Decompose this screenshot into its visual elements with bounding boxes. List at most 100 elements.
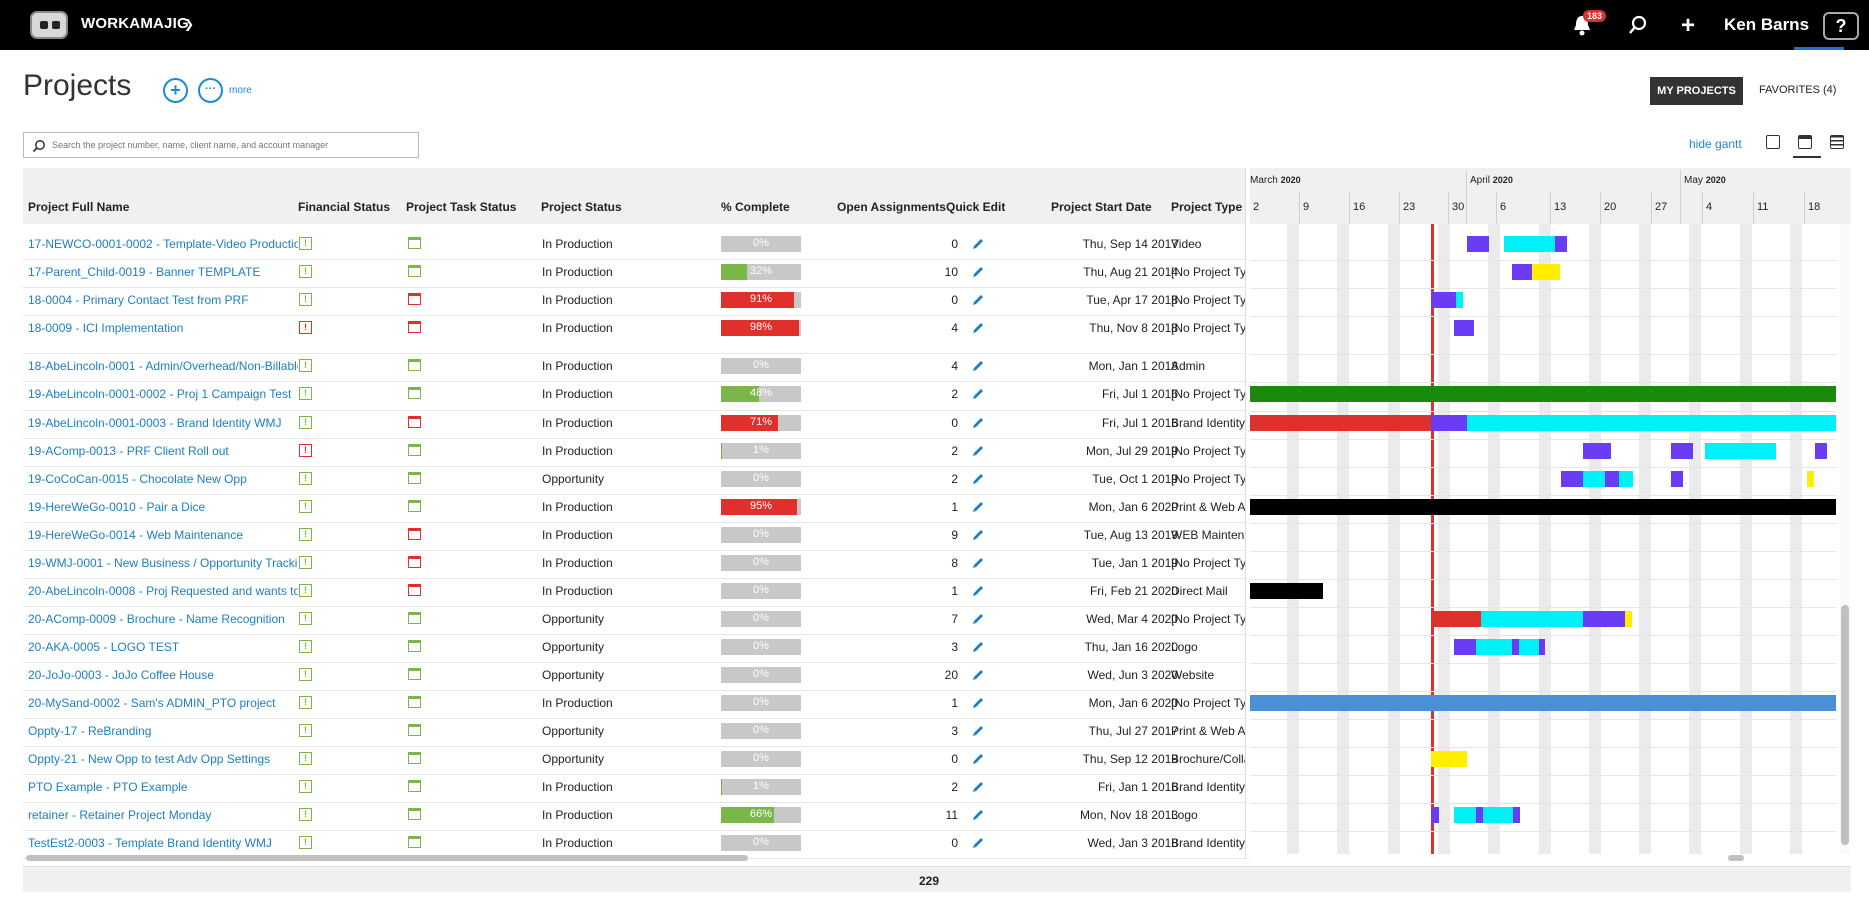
project-name-link[interactable]: 20-AKA-0005 - LOGO TEST xyxy=(28,640,180,654)
gantt-task-bar[interactable] xyxy=(1250,695,1836,711)
quick-edit-pencil-icon[interactable] xyxy=(971,387,985,401)
project-name-link[interactable]: Oppty-21 - New Opp to test Adv Opp Setti… xyxy=(28,752,271,766)
pane-divider[interactable] xyxy=(1245,168,1250,858)
table-row[interactable]: 19-CoCoCan-0015 - Chocolate New Opp ! Op… xyxy=(23,467,1249,495)
quick-edit-pencil-icon[interactable] xyxy=(971,359,985,373)
financial-status-icon[interactable]: ! xyxy=(299,668,312,681)
task-status-calendar-icon[interactable] xyxy=(408,836,421,848)
quick-edit-pencil-icon[interactable] xyxy=(971,584,985,598)
gantt-task-bar[interactable] xyxy=(1561,471,1583,487)
quick-edit-pencil-icon[interactable] xyxy=(971,472,985,486)
table-row[interactable]: 19-HereWeGo-0014 - Web Maintenance ! In … xyxy=(23,523,1249,551)
vertical-scroll-thumb[interactable] xyxy=(1841,605,1849,845)
project-name-link[interactable]: 20-MySand-0002 - Sam's ADMIN_PTO project xyxy=(28,696,276,710)
gantt-task-bar[interactable] xyxy=(1619,471,1633,487)
financial-status-icon[interactable]: ! xyxy=(299,836,312,849)
task-status-calendar-icon[interactable] xyxy=(408,293,421,305)
financial-status-icon[interactable]: ! xyxy=(299,444,312,457)
quick-edit-pencil-icon[interactable] xyxy=(971,444,985,458)
table-row[interactable]: Oppty-17 - ReBranding ! Opportunity 0% 3… xyxy=(23,719,1249,747)
gantt-task-bar[interactable] xyxy=(1483,807,1513,823)
col-header-open-assignments[interactable]: Open Assignments xyxy=(837,200,946,214)
financial-status-icon[interactable]: ! xyxy=(299,528,312,541)
gantt-task-bar[interactable] xyxy=(1671,443,1693,459)
gantt-task-bar[interactable] xyxy=(1454,807,1476,823)
task-status-calendar-icon[interactable] xyxy=(408,528,421,540)
gantt-task-bar[interactable] xyxy=(1250,415,1431,431)
col-header-start-date[interactable]: Project Start Date xyxy=(1051,200,1152,214)
quick-edit-pencil-icon[interactable] xyxy=(971,640,985,654)
financial-status-icon[interactable]: ! xyxy=(299,416,312,429)
table-row[interactable]: 18-0009 - ICI Implementation ! In Produc… xyxy=(23,316,1249,354)
quick-edit-pencil-icon[interactable] xyxy=(971,293,985,307)
task-status-calendar-icon[interactable] xyxy=(408,612,421,624)
table-row[interactable]: retainer - Retainer Project Monday ! In … xyxy=(23,803,1249,831)
quick-edit-pencil-icon[interactable] xyxy=(971,528,985,542)
gantt-task-bar[interactable] xyxy=(1539,639,1545,655)
gantt-task-bar[interactable] xyxy=(1481,611,1583,627)
gantt-task-bar[interactable] xyxy=(1519,639,1539,655)
quick-edit-pencil-icon[interactable] xyxy=(971,780,985,794)
gantt-task-bar[interactable] xyxy=(1504,236,1555,252)
gantt-task-bar[interactable] xyxy=(1807,471,1814,487)
financial-status-icon[interactable]: ! xyxy=(299,472,312,485)
quick-edit-pencil-icon[interactable] xyxy=(971,808,985,822)
gantt-task-bar[interactable] xyxy=(1583,471,1605,487)
project-name-link[interactable]: 19-AbeLincoln-0001-0003 - Brand Identity… xyxy=(28,416,282,430)
task-status-calendar-icon[interactable] xyxy=(408,321,421,333)
financial-status-icon[interactable]: ! xyxy=(299,612,312,625)
gantt-task-bar[interactable] xyxy=(1583,443,1611,459)
financial-status-icon[interactable]: ! xyxy=(299,640,312,653)
more-options-button[interactable]: ··· xyxy=(198,78,223,103)
task-status-calendar-icon[interactable] xyxy=(408,668,421,680)
help-button[interactable]: ? xyxy=(1823,12,1859,40)
vertical-scrollbar[interactable] xyxy=(1840,224,1850,854)
gantt-task-bar[interactable] xyxy=(1476,807,1483,823)
task-status-calendar-icon[interactable] xyxy=(408,265,421,277)
task-status-calendar-icon[interactable] xyxy=(408,724,421,736)
task-status-calendar-icon[interactable] xyxy=(408,808,421,820)
project-name-link[interactable]: 20-AbeLincoln-0008 - Proj Requested and … xyxy=(28,584,298,598)
user-name[interactable]: Ken Barns xyxy=(1724,15,1810,34)
project-name-link[interactable]: 20-AComp-0009 - Brochure - Name Recognit… xyxy=(28,612,285,626)
financial-status-icon[interactable]: ! xyxy=(299,500,312,513)
task-status-calendar-icon[interactable] xyxy=(408,584,421,596)
gantt-task-bar[interactable] xyxy=(1512,639,1519,655)
quick-edit-pencil-icon[interactable] xyxy=(971,752,985,766)
quick-edit-pencil-icon[interactable] xyxy=(971,724,985,738)
gantt-task-bar[interactable] xyxy=(1431,415,1467,431)
financial-status-icon[interactable]: ! xyxy=(299,724,312,737)
table-row[interactable]: 18-AbeLincoln-0001 - Admin/Overhead/Non-… xyxy=(23,354,1249,382)
financial-status-icon[interactable]: ! xyxy=(299,584,312,597)
financial-status-icon[interactable]: ! xyxy=(299,696,312,709)
gantt-task-bar[interactable] xyxy=(1250,583,1323,599)
grid-horizontal-scroll-thumb[interactable] xyxy=(26,855,748,861)
table-row[interactable]: 19-AComp-0013 - PRF Client Roll out ! In… xyxy=(23,439,1249,467)
brand-name[interactable]: WORKAMAJIG xyxy=(81,15,189,32)
gantt-task-bar[interactable] xyxy=(1467,415,1836,431)
my-projects-button[interactable]: MY PROJECTS xyxy=(1650,77,1743,105)
gantt-task-bar[interactable] xyxy=(1456,292,1463,308)
project-name-link[interactable]: 19-CoCoCan-0015 - Chocolate New Opp xyxy=(28,472,247,486)
task-status-calendar-icon[interactable] xyxy=(408,500,421,512)
task-status-calendar-icon[interactable] xyxy=(408,780,421,792)
gantt-task-bar[interactable] xyxy=(1512,264,1532,280)
gantt-task-bar[interactable] xyxy=(1532,264,1560,280)
quick-edit-pencil-icon[interactable] xyxy=(971,696,985,710)
gantt-task-bar[interactable] xyxy=(1431,611,1481,627)
table-row[interactable]: Oppty-21 - New Opp to test Adv Opp Setti… xyxy=(23,747,1249,775)
financial-status-icon[interactable]: ! xyxy=(299,359,312,372)
financial-status-icon[interactable]: ! xyxy=(299,237,312,250)
financial-status-icon[interactable]: ! xyxy=(299,752,312,765)
chevron-down-icon[interactable]: ❯ xyxy=(184,17,195,31)
project-name-link[interactable]: retainer - Retainer Project Monday xyxy=(28,808,212,822)
table-row[interactable]: 20-MySand-0002 - Sam's ADMIN_PTO project… xyxy=(23,691,1249,719)
gantt-horizontal-scroll-thumb[interactable] xyxy=(1728,855,1744,861)
gantt-task-bar[interactable] xyxy=(1250,499,1836,515)
task-status-calendar-icon[interactable] xyxy=(408,416,421,428)
table-row[interactable]: 19-HereWeGo-0010 - Pair a Dice ! In Prod… xyxy=(23,495,1249,523)
split-view-icon[interactable] xyxy=(1798,135,1812,149)
search-icon[interactable] xyxy=(1628,15,1648,35)
favorites-button[interactable]: FAVORITES (4) xyxy=(1759,84,1837,96)
gantt-task-bar[interactable] xyxy=(1583,611,1625,627)
